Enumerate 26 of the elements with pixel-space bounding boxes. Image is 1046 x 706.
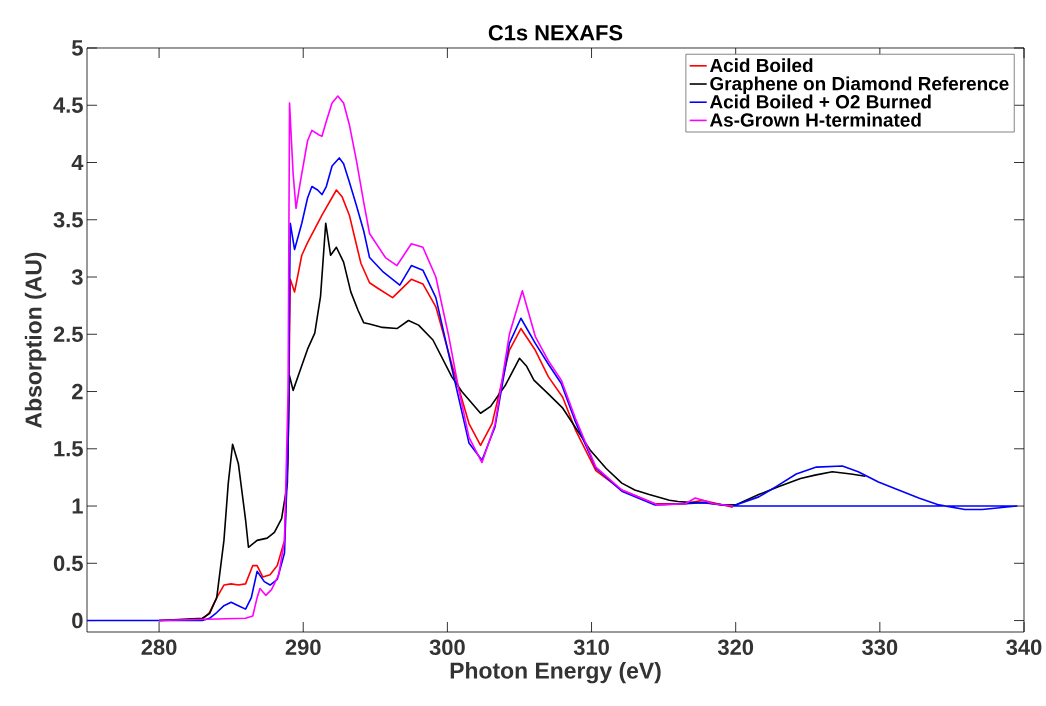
y-tick-label: 4 xyxy=(71,154,84,171)
y-tick-label: 1.5 xyxy=(54,441,83,457)
y-tick-label: 4.5 xyxy=(53,97,83,113)
line-series xyxy=(87,157,1018,622)
x-tick-label: 290 xyxy=(285,639,321,656)
x-axis-title: Photon Energy (eV) xyxy=(450,661,661,684)
x-tick-label: 300 xyxy=(429,639,465,656)
x-tick-label: 280 xyxy=(141,639,177,656)
x-tick-label: 320 xyxy=(717,639,754,656)
legend-label: As-Grown H-terminated xyxy=(709,112,921,127)
y-tick-label: 3 xyxy=(71,269,83,285)
legend-label: Acid Boiled xyxy=(709,58,813,73)
y-tick-label: 2 xyxy=(72,383,83,400)
legend-label: Acid Boiled + O2 Burned xyxy=(709,94,931,109)
y-tick-label: 0 xyxy=(72,612,83,629)
y-tick-label: 0.5 xyxy=(53,555,83,572)
x-tick-label: 310 xyxy=(573,639,609,656)
y-tick-label: 3.5 xyxy=(53,211,83,228)
x-tick-label: 340 xyxy=(1006,639,1042,656)
chart-title: C1s NEXAFS xyxy=(488,24,623,41)
y-axis-title: Absorption (AU) xyxy=(24,252,47,428)
y-tick-label: 2.5 xyxy=(53,326,83,343)
y-tick-label: 5 xyxy=(71,40,83,56)
legend-label: Graphene on Diamond Reference xyxy=(710,76,1009,95)
y-tick-label: 1 xyxy=(72,498,83,514)
x-tick-label: 330 xyxy=(862,639,898,656)
